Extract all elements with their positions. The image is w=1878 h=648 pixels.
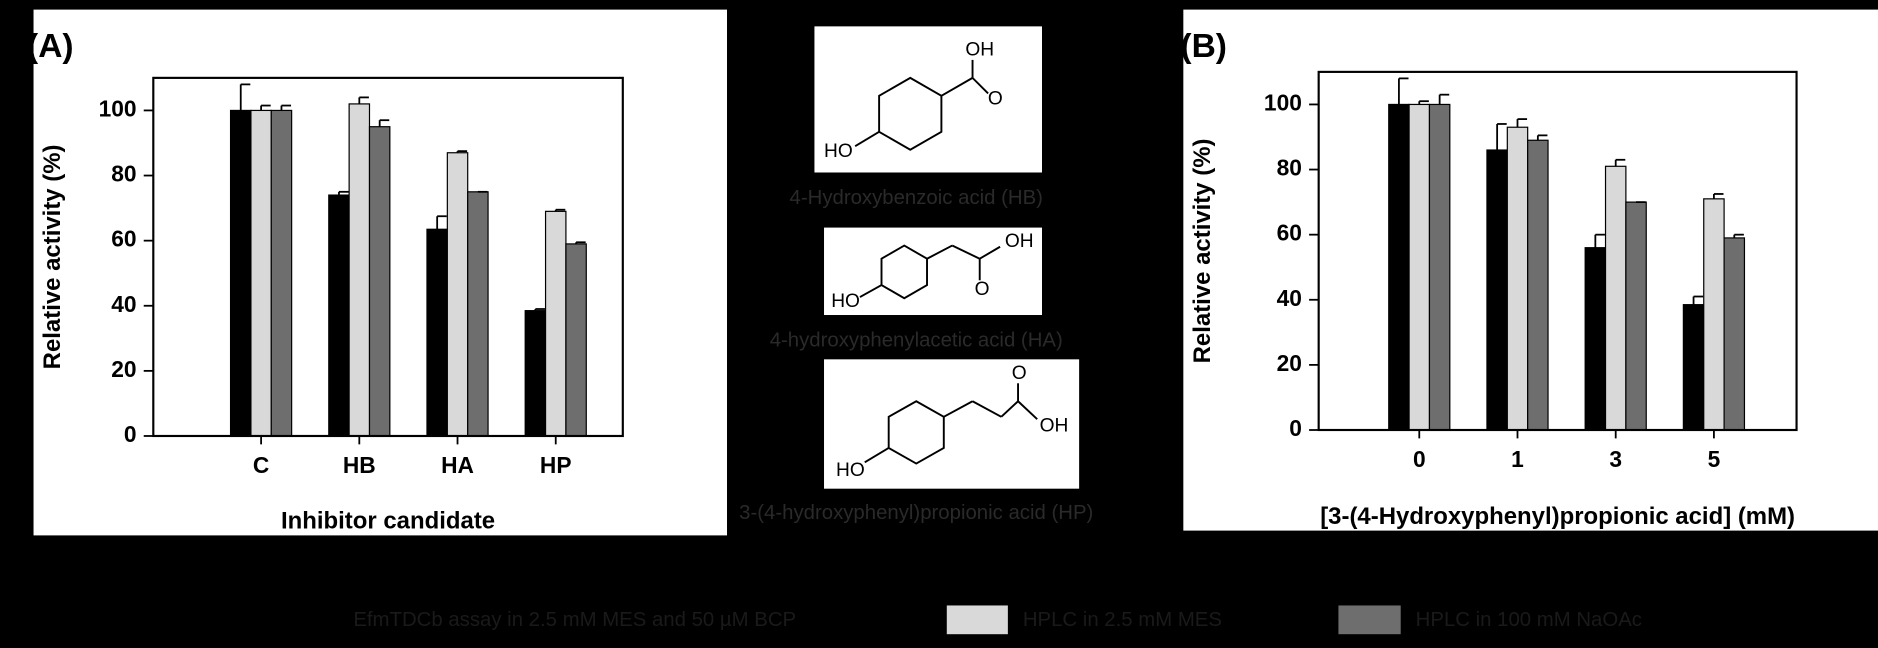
bar	[368, 126, 391, 437]
legend-swatch	[1337, 604, 1402, 636]
bar	[1428, 103, 1451, 431]
x-tick-label: HA	[441, 452, 474, 478]
x-tick-label: 0	[1413, 446, 1426, 472]
legend-swatch	[268, 604, 340, 636]
x-axis-label: [3-(4-Hydroxyphenyl)propionic acid] (mM)	[1320, 503, 1795, 530]
y-tick-label: 40	[1277, 285, 1302, 311]
y-tick-label: 80	[1277, 155, 1302, 181]
bond	[971, 77, 989, 95]
bar	[1408, 103, 1431, 431]
x-tick-label: HP	[540, 452, 572, 478]
atom-label: O	[975, 279, 990, 300]
structure-name: 4-hydroxyphenylacetic acid (HA)	[770, 330, 1063, 352]
bond	[940, 77, 974, 97]
legend-swatch	[945, 604, 1010, 636]
bar	[1604, 165, 1627, 431]
bar	[467, 191, 489, 437]
bar	[565, 243, 587, 437]
atom-label: O	[1012, 363, 1027, 384]
bar	[1527, 139, 1549, 431]
x-tick-label: 1	[1511, 446, 1524, 472]
panel-label: (A)	[27, 28, 74, 65]
bar	[446, 152, 469, 437]
structure-name: 3-(4-hydroxyphenyl)propionic acid (HP)	[739, 502, 1093, 524]
bond	[859, 284, 882, 298]
atom-label: OH	[1040, 415, 1069, 436]
y-tick-label: 60	[1277, 220, 1302, 246]
bond	[951, 244, 981, 260]
atom-label: OH	[1005, 231, 1034, 252]
bond	[1000, 400, 1019, 418]
atom-label: HO	[824, 141, 853, 162]
panel-label: (B)	[1180, 28, 1227, 65]
y-tick-label: 60	[111, 226, 136, 252]
bar	[524, 310, 547, 437]
y-tick-label: 20	[111, 356, 136, 382]
bar	[544, 210, 567, 437]
bar	[250, 109, 272, 437]
x-tick-label: 3	[1609, 446, 1622, 472]
bar	[1723, 237, 1746, 431]
atom-label: HO	[831, 291, 860, 312]
bond	[943, 400, 973, 418]
plot-frame	[152, 76, 624, 438]
structure-name: 4-Hydroxybenzoic acid (HB)	[790, 187, 1043, 209]
bond	[1017, 400, 1038, 420]
y-axis-label: Relative activity (%)	[1189, 139, 1216, 364]
bar	[1625, 201, 1647, 431]
bar	[1388, 103, 1410, 431]
x-tick-label: HB	[343, 452, 376, 478]
y-axis-label: Relative activity (%)	[39, 145, 66, 370]
bar	[1682, 304, 1705, 431]
structure-background	[824, 227, 1043, 316]
bond	[864, 447, 890, 464]
y-tick-label: 100	[99, 95, 137, 121]
bar	[426, 228, 448, 437]
y-tick-label: 40	[111, 291, 136, 317]
y-tick-label: 20	[1277, 350, 1302, 376]
x-tick-label: 5	[1708, 446, 1721, 472]
bar	[1506, 126, 1529, 431]
structure-background	[824, 359, 1080, 489]
x-axis-label: Inhibitor candidate	[281, 508, 495, 535]
legend-label: HPLC in 2.5 mM MES	[1023, 609, 1222, 631]
bar	[328, 194, 350, 437]
y-tick-label: 80	[111, 161, 136, 187]
legend-label: HPLC in 100 mM NaOAc	[1416, 609, 1642, 631]
atom-label: OH	[965, 39, 994, 60]
plot-frame	[1317, 70, 1798, 432]
bar	[270, 109, 293, 437]
y-tick-label: 100	[1264, 89, 1302, 115]
bond	[926, 244, 953, 260]
bond	[972, 400, 1002, 418]
x-tick-label: C	[253, 452, 269, 478]
structure-background	[814, 26, 1043, 173]
atom-label: HO	[836, 460, 865, 481]
y-tick-label: 0	[1289, 415, 1302, 441]
structure-hb: OH O HO	[814, 26, 1043, 173]
bond	[979, 245, 1001, 260]
bar	[1486, 149, 1508, 431]
y-tick-label: 0	[124, 421, 137, 447]
atom-label: O	[988, 88, 1003, 109]
bar	[229, 109, 252, 437]
structure-hp: O OH HO	[824, 359, 1080, 489]
bar	[1703, 198, 1725, 431]
bond	[854, 130, 880, 147]
bar	[348, 103, 371, 437]
bar	[1584, 247, 1607, 431]
legend-label: EfmTDCb assay in 2.5 mM MES and 50 µM BC…	[353, 609, 796, 631]
structure-ha: OH O HO	[824, 227, 1043, 316]
